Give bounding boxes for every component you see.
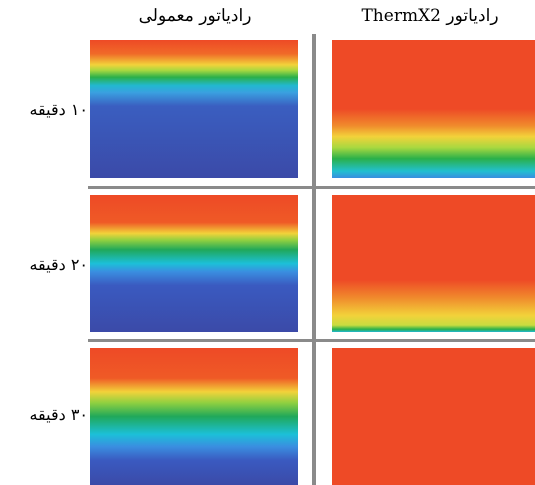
thermal-image: [90, 348, 298, 485]
divider: [88, 186, 535, 189]
thermal-image: [90, 40, 298, 178]
thermal-image: [90, 195, 298, 332]
column-header: رادیاتور ThermX2: [361, 6, 499, 26]
row-label: ۳۰ دقیقه: [29, 405, 88, 424]
divider: [88, 339, 535, 342]
thermal-image: [332, 195, 535, 332]
thermal-image: [332, 348, 535, 485]
row-label: ۱۰ دقیقه: [29, 100, 88, 119]
row-label: ۲۰ دقیقه: [29, 255, 88, 274]
column-header: رادیاتور معمولی: [138, 6, 252, 26]
thermal-image: [332, 40, 535, 178]
divider: [312, 34, 316, 485]
